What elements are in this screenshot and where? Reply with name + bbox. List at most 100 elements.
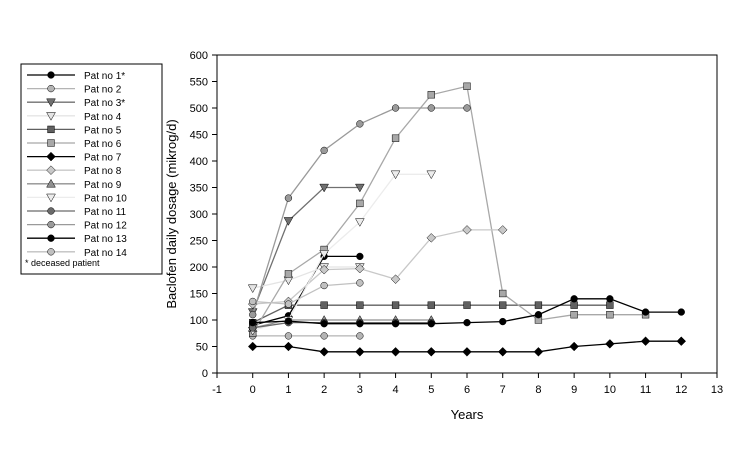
legend-marker xyxy=(47,234,55,242)
x-tick-label: 11 xyxy=(640,384,651,396)
x-tick-label: 0 xyxy=(250,384,256,396)
data-point xyxy=(356,320,364,328)
data-point xyxy=(606,295,614,303)
legend-label: Pat no 1* xyxy=(84,71,125,82)
legend-label: Pat no 11 xyxy=(84,207,127,218)
data-point xyxy=(463,319,471,327)
data-point xyxy=(355,183,365,193)
legend-label: Pat no 10 xyxy=(84,193,127,204)
data-point xyxy=(497,347,508,357)
data-point xyxy=(284,332,293,340)
legend-marker xyxy=(47,125,55,134)
legend-label: Pat no 6 xyxy=(84,139,122,150)
legend-item: Pat no 3* xyxy=(27,98,125,109)
legend-item: Pat no 10 xyxy=(27,193,127,204)
data-point xyxy=(319,264,329,275)
data-point xyxy=(320,320,328,328)
data-point xyxy=(283,341,294,352)
y-tick-label: 450 xyxy=(190,130,208,142)
data-point xyxy=(462,225,472,235)
data-point xyxy=(319,250,329,259)
data-point xyxy=(641,308,650,316)
data-point xyxy=(463,82,471,90)
data-point xyxy=(391,134,400,142)
legend-item: Pat no 6 xyxy=(27,139,122,150)
data-point xyxy=(391,320,400,328)
legend-label: Pat no 5 xyxy=(84,125,122,136)
data-point xyxy=(284,300,293,308)
data-point xyxy=(249,297,257,306)
legend-marker xyxy=(46,178,56,188)
legend-item: Pat no 1* xyxy=(27,71,125,82)
x-tick-label: 13 xyxy=(711,384,723,396)
data-point xyxy=(319,183,329,193)
data-point xyxy=(426,347,437,357)
legend-note: * deceased patient xyxy=(25,258,100,268)
series-13 xyxy=(249,295,685,328)
y-tick-label: 0 xyxy=(202,368,208,380)
legend-box xyxy=(20,63,163,275)
data-point xyxy=(570,311,578,319)
y-axis-title: Baclofen daily dosage (mikrog/d) xyxy=(164,119,179,308)
data-point xyxy=(356,120,364,128)
series-1 xyxy=(249,252,364,329)
data-point xyxy=(533,347,544,357)
legend-marker xyxy=(47,139,55,147)
y-tick-label: 600 xyxy=(190,50,208,62)
legend-marker xyxy=(47,220,55,229)
y-axis: 0 50 100 150 200 250 300 350 400 450 500 550 600 xyxy=(190,50,217,380)
series-7 xyxy=(247,336,687,357)
legend-marker xyxy=(47,248,55,256)
y-tick-label: 500 xyxy=(190,103,208,115)
y-tick-label: 550 xyxy=(190,77,208,89)
data-point xyxy=(499,317,507,326)
legend-item: Pat no 11 xyxy=(27,207,127,218)
legend-marker xyxy=(46,165,56,175)
y-tick-label: 50 xyxy=(196,342,208,354)
legend-label: Pat no 3* xyxy=(84,98,125,109)
data-point xyxy=(390,274,401,284)
data-point xyxy=(569,341,579,352)
legend-marker xyxy=(46,151,56,162)
data-point xyxy=(499,289,507,298)
data-point xyxy=(355,263,365,274)
y-tick-label: 100 xyxy=(190,315,208,327)
data-point xyxy=(355,218,365,227)
data-point xyxy=(463,104,471,112)
series-line xyxy=(252,321,432,329)
x-tick-label: 5 xyxy=(428,384,434,396)
legend-marker xyxy=(47,207,55,215)
data-point xyxy=(320,281,328,290)
series-line xyxy=(252,85,646,334)
x-tick-label: 4 xyxy=(393,384,399,396)
x-tick-label: 8 xyxy=(535,384,541,396)
data-point xyxy=(426,170,437,180)
series-6 xyxy=(249,82,650,337)
data-point xyxy=(427,104,435,112)
data-point xyxy=(605,339,615,349)
legend-item: Pat no 2 xyxy=(27,85,122,96)
x-tick-label: 6 xyxy=(464,384,470,396)
y-tick-label: 350 xyxy=(190,183,208,195)
y-tick-label: 250 xyxy=(190,236,208,248)
data-point xyxy=(356,199,364,208)
data-point xyxy=(676,336,687,346)
data-point xyxy=(356,252,364,261)
legend-label: Pat no 8 xyxy=(84,166,122,177)
legend-item: Pat no 14 xyxy=(27,248,127,259)
legend-item: Pat no 12 xyxy=(27,221,127,232)
series-8 xyxy=(247,225,508,309)
data-point xyxy=(391,104,400,112)
data-point xyxy=(534,311,543,319)
series-line xyxy=(252,229,503,305)
data-point xyxy=(534,301,543,309)
series-line xyxy=(252,173,432,332)
data-point xyxy=(355,347,365,357)
data-point xyxy=(320,301,328,309)
x-tick-label: 12 xyxy=(675,384,687,396)
data-point xyxy=(249,311,257,319)
data-point xyxy=(284,317,293,325)
series-line xyxy=(252,266,360,289)
data-point xyxy=(427,320,435,328)
